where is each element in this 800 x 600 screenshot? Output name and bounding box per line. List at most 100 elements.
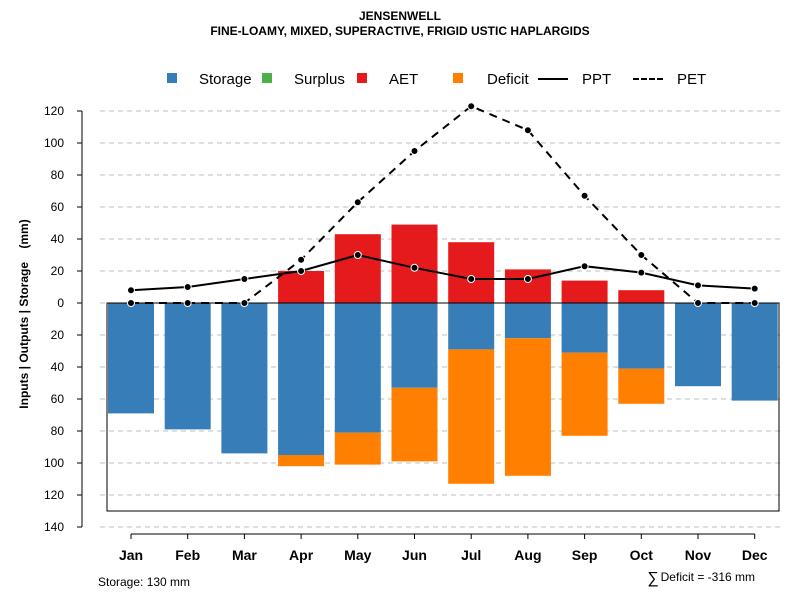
y-tick-label: 20 bbox=[51, 328, 65, 342]
chart-subtitle: FINE-LOAMY, MIXED, SUPERACTIVE, FRIGID U… bbox=[210, 24, 590, 38]
storage-bar bbox=[334, 303, 381, 433]
pet-point bbox=[467, 102, 476, 111]
legend-label-ppt: PPT bbox=[582, 71, 612, 88]
y-tick-label: 40 bbox=[51, 232, 65, 246]
deficit-bar bbox=[334, 432, 381, 465]
storage-bar bbox=[731, 303, 778, 401]
x-tick-label: Dec bbox=[742, 547, 768, 563]
x-tick-label: May bbox=[344, 547, 371, 563]
storage-bar bbox=[618, 303, 665, 369]
pet-point bbox=[580, 191, 589, 200]
y-tick-label: 40 bbox=[51, 360, 65, 374]
ppt-point bbox=[127, 286, 135, 295]
legend-swatch-surplus bbox=[262, 73, 272, 84]
legend: Storage Surplus AET Deficit PPT PET bbox=[0, 70, 800, 90]
ppt-point bbox=[580, 262, 589, 271]
storage-bar bbox=[164, 303, 211, 430]
pet-point bbox=[523, 126, 532, 135]
chart-title: JENSENWELL bbox=[358, 9, 441, 23]
storage-bar bbox=[391, 303, 438, 388]
deficit-bar bbox=[391, 387, 438, 462]
aet-bar bbox=[278, 271, 325, 303]
aet-bar bbox=[334, 234, 381, 303]
storage-bar bbox=[504, 303, 551, 339]
legend-label-storage: Storage bbox=[199, 71, 252, 88]
deficit-bar bbox=[561, 352, 608, 436]
legend-line-pet bbox=[633, 78, 663, 81]
y-axis-label: Inputs | Outputs | Storage (mm) bbox=[17, 219, 31, 408]
pet-point bbox=[183, 299, 192, 307]
pet-point bbox=[694, 299, 702, 307]
legend-label-deficit: Deficit bbox=[487, 71, 529, 88]
y-tick-label: 80 bbox=[51, 168, 65, 182]
deficit-bar bbox=[618, 368, 665, 404]
y-tick-label: 20 bbox=[51, 264, 65, 278]
ppt-point bbox=[750, 284, 759, 293]
x-tick-label: Jul bbox=[461, 547, 481, 563]
legend-label-pet: PET bbox=[677, 71, 707, 88]
ppt-point bbox=[240, 275, 249, 283]
y-tick-label: 100 bbox=[44, 136, 64, 150]
x-tick-label: Aug bbox=[514, 547, 541, 563]
storage-bar bbox=[108, 303, 154, 414]
y-tick-label: 60 bbox=[51, 200, 65, 214]
legend-item-storage: Storage bbox=[167, 70, 252, 90]
x-tick-label: Feb bbox=[175, 547, 200, 563]
storage-bar bbox=[675, 303, 721, 387]
legend-swatch-aet bbox=[357, 73, 367, 84]
pet-point bbox=[127, 299, 135, 307]
y-tick-label: 60 bbox=[51, 392, 65, 406]
legend-line-ppt bbox=[538, 78, 568, 81]
legend-item-deficit: Deficit bbox=[453, 70, 529, 90]
pet-point bbox=[750, 299, 759, 307]
storage-bar bbox=[221, 303, 268, 454]
pet-point bbox=[240, 299, 249, 307]
x-tick-label: Nov bbox=[685, 547, 712, 563]
y-tick-label: 120 bbox=[44, 104, 64, 118]
storage-bar bbox=[561, 303, 608, 353]
deficit-bar bbox=[504, 338, 551, 476]
storage-capacity-label: Storage: 130 mm bbox=[98, 575, 191, 589]
ppt-point bbox=[183, 283, 192, 291]
ppt-line bbox=[130, 253, 755, 292]
x-tick-label: Apr bbox=[289, 547, 314, 563]
ppt-point bbox=[467, 275, 476, 283]
pet-line bbox=[131, 105, 755, 304]
ppt-point bbox=[523, 275, 532, 283]
legend-item-surplus: Surplus bbox=[262, 70, 345, 90]
deficit-bar bbox=[448, 349, 495, 484]
ppt-point bbox=[637, 268, 646, 277]
ppt-point bbox=[297, 267, 306, 275]
x-tick-label: Oct bbox=[630, 547, 654, 563]
legend-label-aet: AET bbox=[389, 71, 419, 88]
y-tick-label: 120 bbox=[44, 488, 64, 502]
ppt-point bbox=[694, 281, 702, 290]
aet-bar bbox=[618, 290, 665, 303]
x-tick-label: Jan bbox=[119, 547, 143, 563]
y-tick-label: 140 bbox=[44, 520, 64, 534]
deficit-bar bbox=[278, 455, 325, 467]
legend-label-surplus: Surplus bbox=[294, 71, 345, 88]
pet-point bbox=[353, 198, 362, 207]
y-tick-label: 0 bbox=[57, 296, 64, 310]
pet-point bbox=[297, 255, 306, 264]
storage-bar bbox=[448, 303, 495, 350]
x-tick-label: Jun bbox=[402, 547, 427, 563]
aet-bar bbox=[448, 242, 495, 303]
legend-swatch-deficit bbox=[453, 73, 463, 84]
y-tick-label: 100 bbox=[44, 456, 64, 470]
legend-item-ppt: PPT bbox=[538, 70, 611, 90]
deficit-total: ∑ Deficit = -316 mm bbox=[647, 570, 755, 588]
ppt-point bbox=[353, 251, 362, 259]
pet-point bbox=[410, 147, 419, 155]
legend-item-aet: AET bbox=[357, 70, 418, 90]
legend-item-pet: PET bbox=[633, 70, 706, 90]
aet-bar bbox=[561, 280, 608, 303]
deficit-total-label: Deficit = -316 mm bbox=[660, 570, 755, 584]
pet-point bbox=[637, 251, 646, 259]
x-tick-label: Mar bbox=[232, 547, 257, 563]
sigma-symbol: ∑ bbox=[647, 570, 659, 587]
storage-bar bbox=[278, 303, 325, 455]
x-tick-label: Sep bbox=[572, 547, 598, 563]
